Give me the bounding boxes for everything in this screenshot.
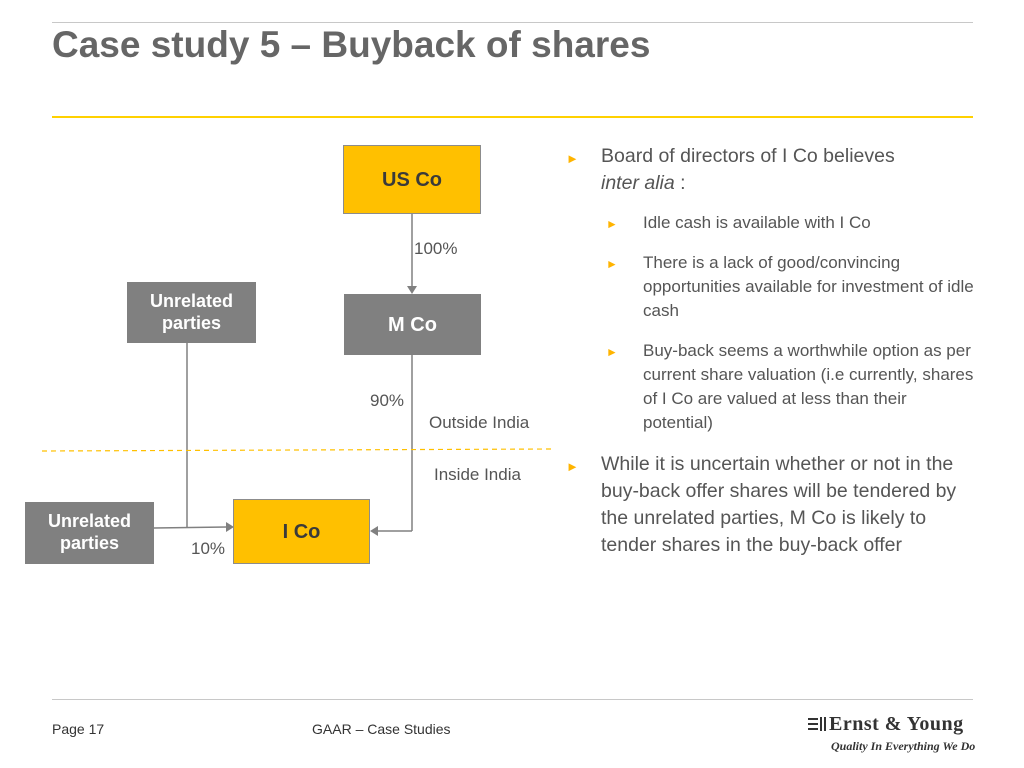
sub-bullet-idle-cash: ► Idle cash is available with I Co	[566, 211, 978, 235]
bullet-text: Board of directors of I Co believes	[601, 145, 895, 167]
sub-bullet-arrow-icon: ►	[606, 345, 618, 359]
sub-bullet-lack-opportunities: ► There is a lack of good/convincing opp…	[566, 251, 978, 323]
bullet-tender-uncertain: ► While it is uncertain whether or not i…	[566, 451, 978, 559]
bullet-list: ► Board of directors of I Co believes in…	[566, 143, 978, 573]
m-co-box: M Co	[344, 294, 481, 355]
footer-center-title: GAAR – Case Studies	[312, 721, 451, 737]
unrelated-parties-bottom-box: Unrelated parties	[25, 502, 154, 564]
bullet-board-belief: ► Board of directors of I Co believes in…	[566, 143, 978, 197]
unrelated-parties-top-box: Unrelated parties	[127, 282, 256, 343]
arrowhead-m-co	[407, 286, 417, 294]
arrowhead-i-co-right	[370, 526, 378, 536]
us-co-box: US Co	[343, 145, 481, 214]
label-pct-us-to-m: 100%	[414, 239, 458, 258]
label-pct-m-to-i: 90%	[370, 391, 405, 410]
ernst-young-logo: Ernst & Young	[808, 713, 964, 736]
bullet-arrow-icon: ►	[566, 459, 579, 474]
i-co-box: I Co	[233, 499, 370, 564]
arrowhead-i-co-left	[226, 522, 234, 532]
label-outside-india: Outside India	[429, 413, 530, 432]
sub-bullet-text: Idle cash is available with I Co	[643, 213, 871, 232]
top-rule	[52, 22, 973, 23]
sub-bullet-text: Buy-back seems a worthwhile option as pe…	[643, 341, 974, 432]
page-number: Page 17	[52, 721, 105, 737]
bullet-text: While it is uncertain whether or not in …	[601, 453, 957, 556]
india-boundary-line	[41, 448, 556, 452]
ownership-diagram	[41, 213, 556, 536]
bullet-italic-text: inter alia	[601, 172, 675, 194]
sub-bullet-arrow-icon: ►	[606, 257, 618, 271]
footer-rule	[52, 699, 973, 700]
label-inside-india: Inside India	[434, 465, 521, 484]
title-underline	[52, 116, 973, 118]
bullet-arrow-icon: ►	[566, 151, 579, 166]
sub-bullet-arrow-icon: ►	[606, 217, 618, 231]
logo-tagline: Quality In Everything We Do	[831, 739, 976, 753]
sub-bullet-text: There is a lack of good/convincing oppor…	[643, 253, 974, 320]
ey-logo-icon	[808, 717, 826, 731]
label-pct-unrelated-to-i: 10%	[191, 539, 226, 558]
connector-unrelated-to-i	[153, 526, 228, 529]
page-title: Case study 5 – Buyback of shares	[52, 24, 651, 65]
bullet-suffix: :	[674, 172, 686, 194]
sub-bullet-buyback-worthwhile: ► Buy-back seems a worthwhile option as …	[566, 339, 978, 435]
logo-text: Ernst & Young	[829, 713, 964, 735]
